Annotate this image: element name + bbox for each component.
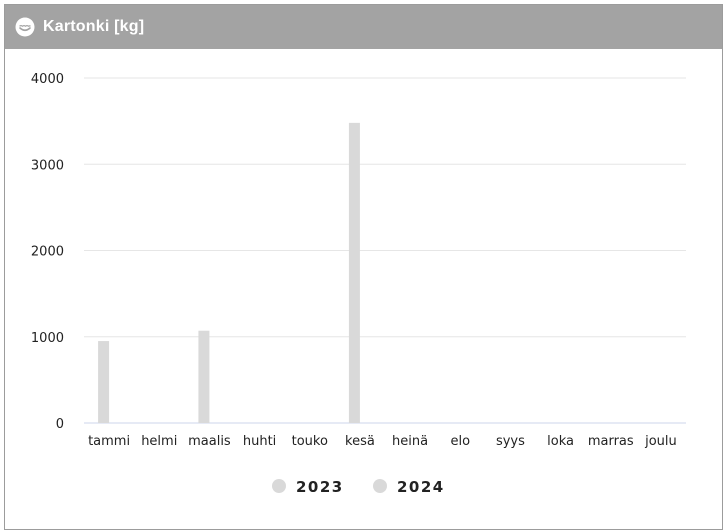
card-header: Kartonki [kg]: [5, 5, 722, 49]
x-tick-label: tammi: [88, 434, 130, 449]
x-tick-label: helmi: [141, 434, 177, 449]
smile-cloud-icon: [15, 17, 35, 37]
chart-card: Kartonki [kg]: [4, 4, 723, 530]
chart-title: Kartonki [kg]: [43, 18, 145, 35]
y-tick-label: 1000: [31, 331, 64, 346]
legend-label: 2024: [397, 478, 445, 496]
bar: [348, 122, 360, 423]
y-tick-label: 4000: [31, 72, 64, 87]
y-tick-label: 0: [56, 417, 64, 432]
bar: [98, 341, 110, 423]
x-tick-label: joulu: [644, 434, 677, 449]
y-tick-label: 2000: [31, 245, 64, 260]
legend-marker: [272, 479, 286, 493]
x-tick-label: syys: [496, 434, 525, 449]
bar: [198, 330, 210, 423]
legend-label: 2023: [296, 478, 344, 496]
x-tick-label: loka: [547, 434, 574, 449]
legend-marker: [373, 479, 387, 493]
x-tick-label: kesä: [345, 434, 375, 449]
x-tick-label: maalis: [188, 434, 231, 449]
x-tick-label: touko: [292, 434, 328, 449]
y-tick-label: 3000: [31, 158, 64, 173]
x-tick-label: marras: [588, 434, 634, 449]
x-tick-label: heinä: [392, 434, 428, 449]
x-tick-label: huhti: [243, 434, 276, 449]
x-tick-label: elo: [450, 434, 470, 449]
